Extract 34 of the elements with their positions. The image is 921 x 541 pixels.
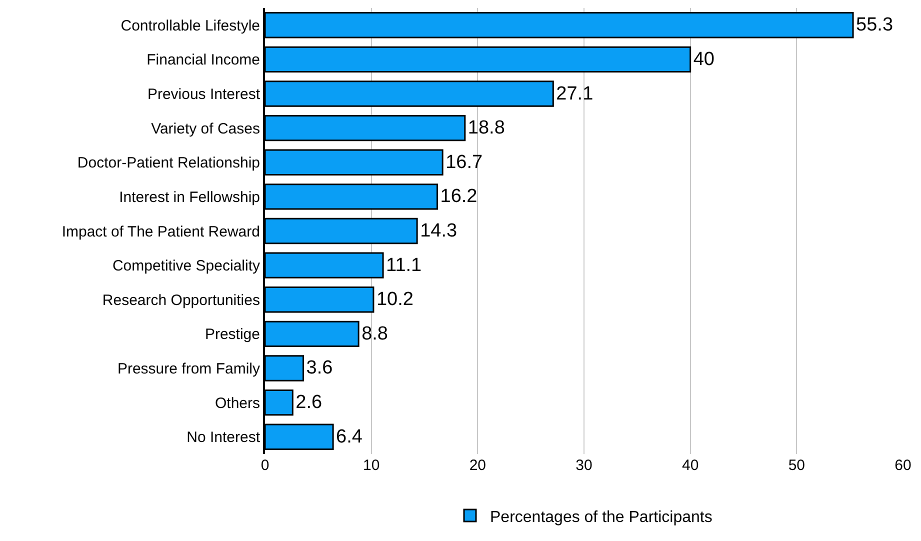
y-tick-label: Financial Income xyxy=(146,52,260,69)
data-label: 11.1 xyxy=(386,254,422,276)
y-tick-label: Controllable Lifestyle xyxy=(120,17,260,34)
y-tick-label: Prestige xyxy=(204,326,260,344)
legend-label: Percentages of the Participants xyxy=(490,508,712,526)
y-tick-label: Pressure from Family xyxy=(117,360,260,378)
data-label: 55.3 xyxy=(856,14,894,36)
data-label: 8.8 xyxy=(362,323,388,344)
x-tick-label: 0 xyxy=(260,457,270,474)
data-label: 3.6 xyxy=(306,358,333,379)
x-tick-label: 30 xyxy=(576,457,592,474)
y-tick-label: Competitive Speciality xyxy=(112,258,260,275)
data-label: 27.1 xyxy=(556,83,594,104)
y-tick-label: Others xyxy=(214,394,260,412)
y-tick-label: Interest in Fellowship xyxy=(119,188,260,206)
y-tick-label: Doctor-Patient Relationship xyxy=(77,154,260,172)
y-tick-label: No Interest xyxy=(186,429,261,446)
data-label: 2.6 xyxy=(296,392,322,414)
x-tick-label: 40 xyxy=(682,457,699,474)
y-tick-label: Variety of Cases xyxy=(151,120,260,138)
x-tick-label: 10 xyxy=(362,457,380,474)
data-label: 16.2 xyxy=(440,186,478,208)
x-tick-label: 50 xyxy=(788,457,806,474)
data-label: 6.4 xyxy=(336,426,363,448)
data-label: 16.7 xyxy=(446,152,483,173)
data-label: 18.8 xyxy=(468,118,505,139)
y-tick-label: Research Opportunities xyxy=(102,292,260,309)
data-label: 14.3 xyxy=(420,220,458,242)
y-tick-label: Previous Interest xyxy=(147,86,261,104)
data-label: 40 xyxy=(693,48,714,70)
y-tick-label: Impact of The Patient Reward xyxy=(62,223,260,240)
x-tick-label: 60 xyxy=(894,457,912,474)
x-tick-label: 20 xyxy=(469,457,486,474)
data-label: 10.2 xyxy=(376,289,414,310)
